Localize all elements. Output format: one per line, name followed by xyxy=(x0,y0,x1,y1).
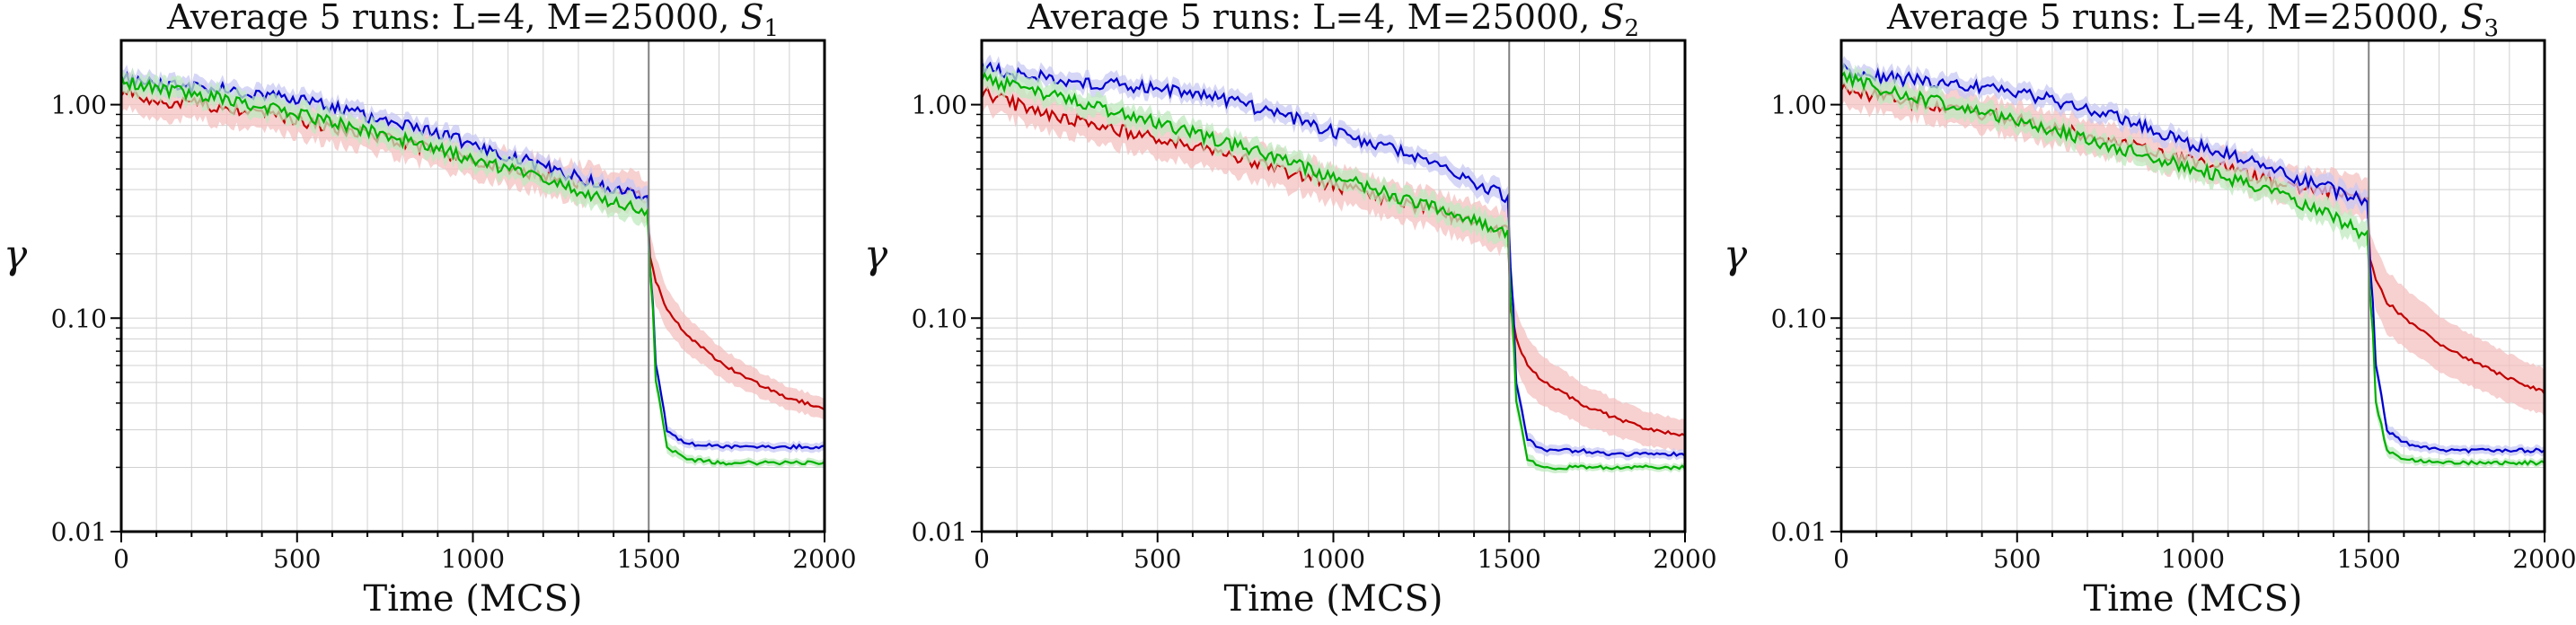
chart-title: Average 5 runs: L=4, M=25000, S1 xyxy=(166,0,779,42)
x-tick-label: 500 xyxy=(1993,544,2041,574)
x-tick-label: 500 xyxy=(1134,544,1181,574)
x-tick-label: 1500 xyxy=(617,544,681,574)
y-tick-label: 0.10 xyxy=(912,304,967,333)
chart-title-text: Average 5 runs: L=4, M=25000, xyxy=(1886,0,2461,37)
x-tick-label: 1000 xyxy=(1301,544,1365,574)
plot-area xyxy=(121,64,825,469)
x-axis-label: Time (MCS) xyxy=(1224,578,1443,620)
y-tick-label: 0.01 xyxy=(51,517,107,547)
series-line-3 xyxy=(1841,71,2545,466)
x-tick-label: 1500 xyxy=(1478,544,1541,574)
x-tick-label: 2000 xyxy=(1653,544,1716,574)
series-band-3 xyxy=(1841,62,2545,469)
y-tick-label: 0.10 xyxy=(51,304,107,333)
chart-title: Average 5 runs: L=4, M=25000, S2 xyxy=(1027,0,1639,42)
x-tick-label: 1000 xyxy=(441,544,505,574)
y-tick-label: 1.00 xyxy=(912,91,967,120)
plot-area xyxy=(982,52,1685,474)
chart-title-subscript: 2 xyxy=(1625,15,1640,42)
plot-area xyxy=(1841,56,2545,469)
x-tick-label: 500 xyxy=(273,544,321,574)
x-tick-label: 1500 xyxy=(2337,544,2401,574)
x-tick-label: 0 xyxy=(113,544,129,574)
y-tick-label: 1.00 xyxy=(1771,91,1827,120)
chart-title-symbol: S xyxy=(740,0,763,37)
chart-title-subscript: 3 xyxy=(2484,15,2500,42)
series-line-1 xyxy=(982,85,1685,437)
series-line-3 xyxy=(982,71,1685,471)
chart-title-text: Average 5 runs: L=4, M=25000, xyxy=(166,0,741,37)
grid xyxy=(982,40,1685,532)
series-line-3 xyxy=(121,75,825,466)
y-tick-label: 0.10 xyxy=(1771,304,1827,333)
series-band-2 xyxy=(121,65,825,453)
chart-panel-3: 0 500 1000 1500 2000 0.01 0.10 1.00 Average 5 ru… xyxy=(1724,0,2576,620)
x-tick-label: 0 xyxy=(974,544,990,574)
chart-title-subscript: 1 xyxy=(764,15,780,42)
y-axis-label: γ xyxy=(864,233,888,278)
chart-title-text: Average 5 runs: L=4, M=25000, xyxy=(1027,0,1601,37)
chart-panel-2: 0 500 1000 1500 2000 0.01 0.10 1.00 Average 5 ru… xyxy=(864,0,1717,620)
x-axis-label: Time (MCS) xyxy=(364,578,583,620)
x-tick-label: 2000 xyxy=(2512,544,2576,574)
y-tick-label: 1.00 xyxy=(51,91,107,120)
x-axis-label: Time (MCS) xyxy=(2084,578,2303,620)
x-tick-label: 0 xyxy=(1833,544,1849,574)
y-tick-label: 0.01 xyxy=(1771,517,1827,547)
series-band-3 xyxy=(121,64,825,469)
y-axis-label: γ xyxy=(4,233,28,278)
x-tick-label: 1000 xyxy=(2161,544,2225,574)
x-tick-label: 2000 xyxy=(792,544,856,574)
chart-title-symbol: S xyxy=(1601,0,1624,37)
chart-panel-1: 0 500 1000 1500 2000 0.01 0.10 1.00 Average 5 ru… xyxy=(4,0,857,620)
series-band-1 xyxy=(982,71,1685,452)
series-line-2 xyxy=(982,61,1685,457)
chart-title-symbol: S xyxy=(2460,0,2483,37)
series-line-2 xyxy=(1841,62,2545,454)
y-tick-label: 0.01 xyxy=(912,517,967,547)
chart-title: Average 5 runs: L=4, M=25000, S3 xyxy=(1886,0,2499,42)
y-axis-label: γ xyxy=(1724,233,1748,278)
